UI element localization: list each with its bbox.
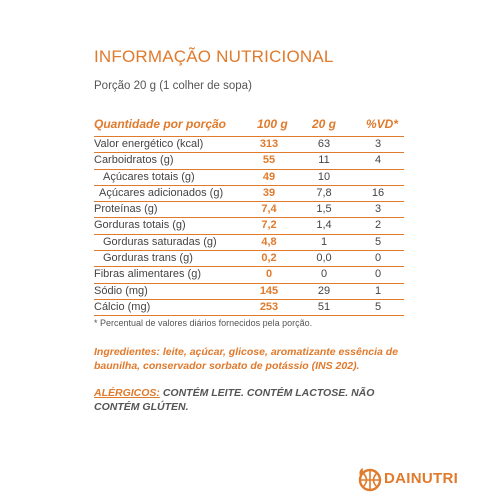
value-vd: 5 (374, 300, 382, 313)
page-title: INFORMAÇÃO NUTRICIONAL (94, 47, 334, 66)
nutrient-label: Gorduras saturadas (g) (103, 235, 217, 248)
value-100g: 145 (259, 284, 279, 297)
allergens-statement: CONTÉM LEITE. CONTÉM LACTOSE. NÃO CONTÉM… (94, 387, 375, 413)
value-vd: 3 (374, 203, 382, 216)
value-100g: 313 (259, 138, 279, 150)
value-100g: 7,2 (261, 219, 277, 232)
value-100g: 253 (259, 300, 279, 313)
header-vd: %VD* (366, 117, 399, 131)
nutrient-label: Sódio (mg) (94, 284, 148, 297)
table-row: Açúcares totais (g) 49 10 (94, 170, 404, 186)
value-vd: 0 (374, 268, 382, 281)
nutrient-label: Valor energético (kcal) (94, 138, 204, 150)
allergens-label: ALÉRGICOS: (94, 387, 160, 399)
value-20g: 29 (317, 284, 331, 297)
value-20g: 63 (317, 138, 331, 150)
value-100g: 49 (262, 170, 276, 183)
value-20g: 1,5 (316, 203, 332, 216)
table-row: Sódio (mg) 145 29 1 (94, 284, 404, 300)
value-20g: 7,8 (316, 186, 332, 199)
basketball-flame-logo-icon (358, 468, 382, 492)
value-vd: 16 (371, 186, 385, 199)
portion-size: Porção 20 g (1 colher de sopa) (94, 80, 252, 92)
table-row: Valor energético (kcal) 313 63 3 (94, 137, 404, 154)
value-100g: 39 (262, 186, 276, 199)
header-20g: 20 g (312, 117, 337, 131)
table-row: Proteínas (g) 7,4 1,5 3 (94, 202, 404, 219)
nutrient-label: Açúcares adicionados (g) (99, 186, 224, 199)
value-20g: 51 (317, 300, 331, 313)
table-row: Cálcio (mg) 253 51 5 (94, 300, 404, 317)
value-20g: 10 (317, 170, 331, 183)
value-100g: 0,2 (261, 252, 277, 265)
table-row: Fibras alimentares (g) 0 0 0 (94, 267, 404, 284)
nutrient-label: Gorduras trans (g) (103, 252, 193, 265)
value-vd: 3 (374, 138, 382, 150)
nutrient-label: Cálcio (mg) (94, 300, 151, 313)
ingredients-text: Ingredientes: leite, açúcar, glicose, ar… (94, 346, 399, 372)
nutrient-label: Carboidratos (g) (94, 154, 174, 167)
allergens-text: ALÉRGICOS: CONTÉM LEITE. CONTÉM LACTOSE.… (94, 386, 414, 414)
value-20g: 0 (320, 268, 328, 281)
value-vd: 1 (374, 284, 382, 297)
value-100g: 55 (262, 154, 276, 167)
value-100g: 0 (265, 268, 273, 281)
value-100g: 7,4 (261, 203, 277, 216)
header-quantity: Quantidade por porção (94, 117, 227, 131)
value-20g: 1 (320, 235, 328, 248)
nutrient-label: Fibras alimentares (g) (94, 268, 201, 281)
table-row: Gorduras totais (g) 7,2 1,4 2 (94, 218, 404, 235)
table-row: Gorduras saturadas (g) 4,8 1 5 (94, 235, 404, 252)
brand-name: DAINUTRI (384, 470, 459, 487)
value-vd: 5 (374, 235, 382, 248)
value-100g: 4,8 (261, 235, 277, 248)
value-vd: 0 (374, 252, 382, 265)
nutrient-label: Proteínas (g) (94, 203, 158, 216)
nutrient-label: Açúcares totais (g) (103, 170, 195, 183)
header-100g: 100 g (257, 117, 288, 131)
value-vd: 2 (374, 219, 382, 232)
value-20g: 0,0 (316, 252, 332, 265)
table-row: Carboidratos (g) 55 11 4 (94, 153, 404, 170)
nutrition-table: Quantidade por porção 100 g 20 g %VD* Va… (94, 112, 404, 317)
table-row: Açúcares adicionados (g) 39 7,8 16 (94, 186, 404, 203)
value-20g: 1,4 (316, 219, 332, 232)
table-header: Quantidade por porção 100 g 20 g %VD* (94, 112, 404, 137)
nutrient-label: Gorduras totais (g) (94, 219, 186, 232)
table-row: Gorduras trans (g) 0,2 0,0 0 (94, 251, 404, 268)
value-vd: 4 (374, 154, 382, 167)
footnote: * Percentual de valores diários fornecid… (94, 318, 313, 328)
value-20g: 11 (318, 154, 330, 167)
